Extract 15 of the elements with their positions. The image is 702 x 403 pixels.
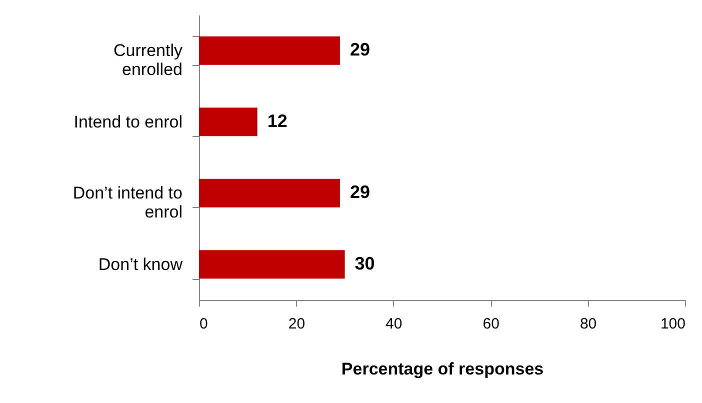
x-tick-label: 40 (386, 316, 402, 332)
y-tick-label: Intend to enrol (74, 112, 182, 132)
data-label: 12 (267, 110, 288, 131)
data-label: 29 (350, 40, 370, 60)
x-tick-label: 20 (288, 316, 306, 332)
data-label: 30 (354, 253, 375, 274)
y-tick-label: Currently enrolled (114, 41, 183, 80)
x-tick-label: 0 (200, 316, 208, 332)
y-tick-label: Don’t intend to enrol (72, 184, 182, 222)
x-tick-label: 100 (660, 316, 686, 332)
x-tick-label: 80 (580, 316, 597, 332)
x-tick-label: 60 (482, 316, 500, 332)
data-label: 29 (350, 182, 370, 202)
y-tick-label: Don’t know (98, 254, 184, 274)
x-axis-title: Percentage of responses (341, 360, 544, 378)
